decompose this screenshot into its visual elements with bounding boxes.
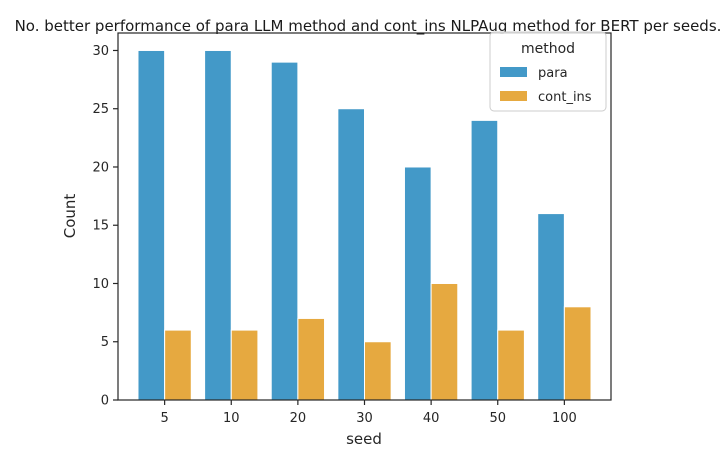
legend: method para cont_ins	[489, 31, 607, 112]
bar-para-100	[537, 213, 565, 401]
x-tick-label: 100	[552, 411, 577, 426]
y-axis-label: Count	[61, 194, 79, 239]
x-tick-label: 40	[423, 411, 440, 426]
y-tick-label: 0	[101, 394, 109, 409]
bar-para-40	[403, 166, 432, 401]
y-tick-label: 10	[92, 277, 109, 292]
legend-label-cont-ins: cont_ins	[538, 90, 592, 105]
y-tick-label: 30	[92, 44, 109, 59]
bar-cont-ins-100	[563, 306, 592, 401]
bar-para-30	[337, 108, 365, 401]
y-tick-label: 25	[92, 102, 109, 117]
legend-swatch-para	[500, 67, 527, 77]
x-tick-label: 30	[356, 411, 373, 426]
x-axis: 5 10 20 30 40 50 100	[160, 400, 577, 426]
chart-title: No. better performance of para LLM metho…	[15, 17, 722, 36]
x-tick-label: 5	[160, 411, 168, 426]
x-tick-label: 10	[223, 411, 240, 426]
bar-cont-ins-5	[164, 329, 192, 401]
bar-para-20	[270, 61, 299, 401]
legend-swatch-cont-ins	[500, 91, 527, 101]
y-tick-label: 15	[92, 219, 109, 234]
bar-para-50	[470, 119, 499, 401]
bar-cont-ins-30	[364, 341, 392, 401]
x-axis-label: seed	[346, 430, 382, 448]
bar-para-5	[137, 49, 166, 401]
bar-cont-ins-20	[297, 317, 326, 401]
legend-title: method	[521, 41, 575, 57]
x-tick-label: 50	[489, 411, 506, 426]
plot-frame	[117, 32, 612, 401]
bar-cont-ins-50	[497, 329, 525, 401]
y-axis: 0 5 10 15 20 25 30	[92, 44, 118, 409]
y-tick-label: 20	[92, 160, 109, 175]
bar-cont-ins-10	[230, 329, 259, 401]
y-tick-label: 5	[101, 335, 109, 350]
legend-label-para: para	[538, 66, 568, 81]
bar-para-10	[204, 49, 232, 401]
x-tick-label: 20	[290, 411, 307, 426]
bar-cont-ins-40	[430, 282, 459, 401]
bars	[137, 49, 592, 401]
